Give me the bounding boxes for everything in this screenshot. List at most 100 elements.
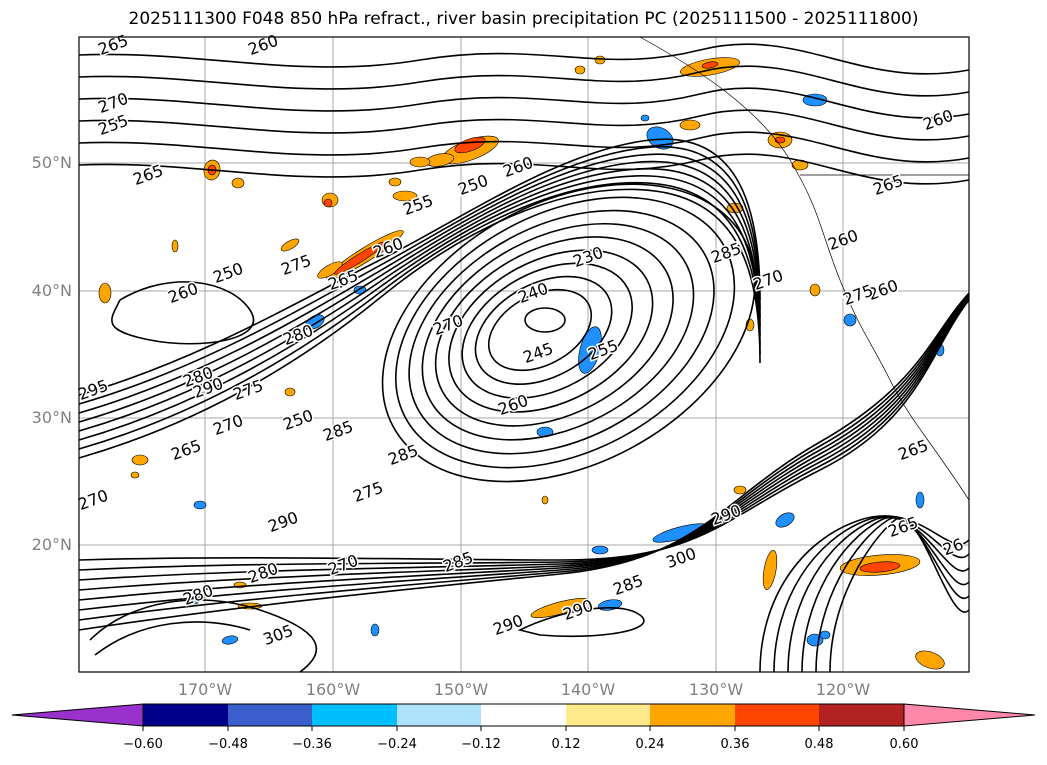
map-title: 2025111300 F048 850 hPa refract., river … (128, 9, 919, 29)
refractivity-contour (89, 599, 318, 673)
precip-positive-area (733, 485, 747, 495)
lon-label: 140°W (560, 680, 616, 699)
refractivity-contour (78, 138, 761, 396)
refractivity-contour (78, 131, 970, 163)
colorbar-tick-label: 0.12 (551, 737, 581, 752)
refractivity-contour (94, 621, 251, 656)
map-panel: 265 2602702602652552502602552502602752652… (74, 29, 970, 673)
colorbar-tick-label: −0.24 (377, 737, 417, 752)
refractivity-contour (773, 515, 970, 673)
refractivity-contour (517, 606, 645, 638)
precip-positive-area (131, 454, 149, 466)
refractivity-contour (78, 109, 970, 141)
precip-negative-area (915, 491, 925, 509)
refractivity-contour (78, 292, 970, 631)
precip-positive-area (679, 119, 701, 131)
lon-label: 170°W (177, 680, 233, 699)
precip-positive-area (392, 190, 418, 202)
lon-label: 130°W (688, 680, 744, 699)
precip-positive-area (915, 650, 945, 670)
colorbar-extend-high (903, 703, 1036, 727)
precip-negative-area (819, 630, 831, 640)
precip-positive-area (98, 282, 112, 304)
refractivity-contour (801, 516, 970, 673)
refractivity-contour (78, 188, 761, 459)
lon-label: 150°W (433, 680, 489, 699)
precip-negative-area (193, 500, 207, 510)
refractivity-contour (78, 167, 761, 432)
refractivity-contour (111, 281, 255, 345)
refractivity-contour (78, 87, 970, 119)
refractivity-contour (487, 288, 593, 372)
precip-negative-area (578, 326, 602, 374)
colorbar-tick-label: 0.36 (720, 737, 750, 752)
precip-strong-positive-area (334, 241, 386, 275)
refractivity-contour (448, 249, 654, 413)
colorbar-tick-label: −0.48 (208, 737, 248, 752)
refractivity-contour (78, 175, 761, 441)
precip-positive-area (284, 387, 296, 397)
colorbar-segment (143, 704, 228, 726)
precip-negative-area (640, 114, 650, 122)
colorbar-frame (142, 703, 905, 727)
precip-positive-area (574, 65, 586, 75)
precip-positive-area (409, 156, 431, 168)
refractivity-contour (408, 209, 715, 455)
colorbar-tick-label: 0.60 (889, 737, 919, 752)
colorbar-segment (312, 704, 397, 726)
precip-positive-area (280, 238, 300, 252)
precip-positive-area (541, 495, 549, 505)
refractivity-contour (78, 153, 970, 185)
precip-positive-area (317, 261, 343, 279)
refractivity-contour (78, 153, 761, 414)
refractivity-contour (78, 181, 761, 450)
precip-positive-area (594, 55, 606, 65)
precip-positive-area (762, 549, 778, 591)
precip-positive-area (130, 471, 140, 479)
colorbar-tick-label: 0.24 (635, 737, 665, 752)
lon-label: 160°W (305, 680, 361, 699)
precip-negative-area (353, 285, 367, 295)
precip-positive-area (231, 177, 245, 189)
colorbar-segment (819, 704, 904, 726)
precip-strong-positive-area (323, 198, 333, 208)
lat-label: 30°N (31, 408, 72, 427)
colorbar-tick-label: 0.48 (804, 737, 834, 752)
precip-negative-area (591, 545, 609, 555)
precipitation-shading (98, 55, 945, 670)
refractivity-contour (787, 516, 970, 673)
colorbar-segment (650, 704, 735, 726)
refractivity-contour (395, 196, 736, 469)
precip-strong-positive-area (774, 136, 786, 144)
refractivity-contour (524, 307, 566, 333)
colorbar-segment (735, 704, 819, 726)
refractivity-contours (78, 43, 970, 673)
precip-strong-positive-area (454, 136, 486, 154)
colorbar-segment (228, 704, 312, 726)
lat-label: 20°N (31, 535, 72, 554)
precip-positive-area (171, 239, 179, 253)
map-frame (78, 36, 970, 673)
precip-positive-area (388, 177, 402, 187)
refractivity-contour (474, 275, 613, 385)
precip-negative-area (775, 512, 795, 528)
lat-label: 40°N (31, 281, 72, 300)
refractivity-contour (78, 65, 970, 97)
refractivity-contour (759, 515, 970, 673)
refractivity-contour (421, 222, 695, 441)
refractivity-contour (829, 517, 970, 673)
precip-positive-area (809, 283, 821, 297)
colorbar-segment (566, 704, 650, 726)
coastline-path (639, 36, 970, 501)
lon-label: 120°W (815, 680, 871, 699)
refractivity-contour (815, 516, 970, 673)
lat-label: 50°N (31, 153, 72, 172)
colorbar-segment (397, 704, 481, 726)
refractivity-contour (461, 262, 633, 399)
precip-negative-area (370, 623, 380, 637)
refractivity-contour (78, 160, 761, 423)
precip-strong-positive-area (859, 561, 901, 573)
colorbar-segment (481, 704, 566, 726)
refractivity-contour (434, 236, 674, 427)
